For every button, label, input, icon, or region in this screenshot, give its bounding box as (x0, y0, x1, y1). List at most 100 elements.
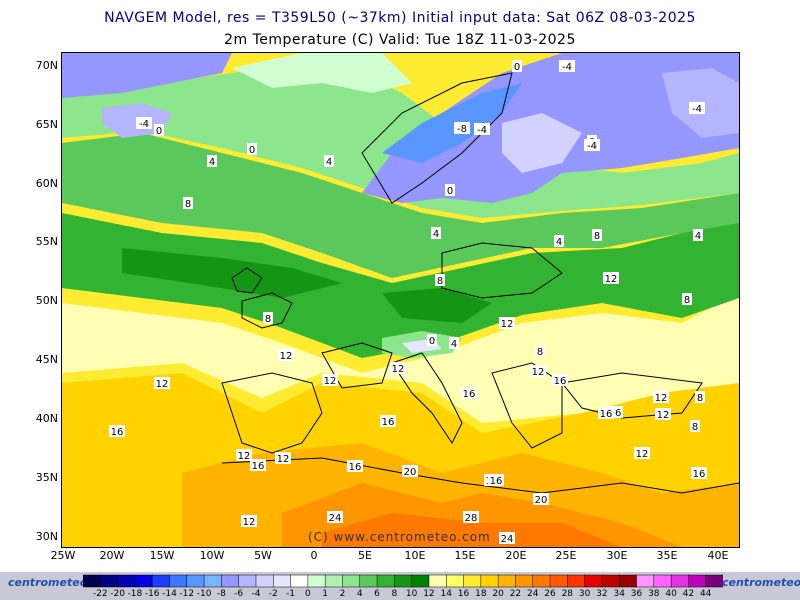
color-swatch (324, 574, 344, 588)
contour-label-bg (154, 377, 170, 389)
contour-label: 16 (252, 461, 265, 472)
centrometeo-logo-left: centrometeo (8, 576, 88, 589)
band-8-10 (62, 213, 739, 358)
color-swatch (255, 574, 275, 588)
color-swatch (83, 574, 102, 588)
contour-label: 12 (238, 451, 251, 462)
lat-label-65n: 65N (35, 118, 58, 131)
color-scale-tick: 2 (339, 589, 346, 599)
contour-label-bg (533, 493, 549, 505)
contour-label-bg (324, 155, 334, 167)
contour-label: 0 (156, 126, 162, 137)
contour-label-bg (499, 317, 515, 329)
contour-label: 8 (437, 276, 443, 287)
color-scale-tick: 30 (578, 589, 591, 599)
contour-label: 8 (185, 199, 191, 210)
color-swatch (567, 574, 586, 588)
color-swatch (463, 574, 482, 588)
contour-label-bg (552, 374, 568, 386)
color-scale-tick: -6 (234, 589, 244, 599)
contour-label-bg (603, 272, 619, 284)
contour-label: 12 (501, 319, 514, 330)
band-4-6 (62, 133, 739, 278)
lon-label-0: 0 (310, 549, 318, 562)
contour-label: 12 (657, 410, 670, 421)
color-swatch (151, 574, 171, 588)
color-scale-tick: 26 (544, 589, 556, 599)
color-scale-tick: 38 (648, 589, 660, 599)
cold-greenland (62, 53, 232, 98)
map-canvas: -4040480-4-8-4-40-4044841288812121248012… (62, 53, 739, 547)
color-scale-tick: 18 (475, 589, 487, 599)
contour-label-bg (474, 123, 490, 135)
contour-label-bg (445, 184, 455, 196)
contour-label-bg (584, 139, 600, 151)
color-scale-tick: 1 (322, 589, 329, 599)
contour-label: 12 (277, 454, 290, 465)
color-swatch (497, 574, 517, 588)
contour-label-bg (653, 391, 669, 403)
color-scale-tick: 40 (665, 589, 677, 599)
color-swatch (532, 574, 551, 588)
contour-label: 4 (451, 339, 457, 350)
color-scale-tick: 12 (423, 589, 435, 599)
contour-label: 20 (535, 495, 548, 506)
contour-label-bg (695, 391, 705, 403)
band-26-28 (322, 513, 622, 547)
contour-label: 4 (556, 237, 562, 248)
cold-norway-core (382, 83, 522, 163)
lat-label-30n: 30N (35, 530, 58, 543)
contour-label: -8 (457, 124, 467, 135)
contour-label-bg (530, 365, 546, 377)
color-swatch (601, 574, 620, 588)
color-scale-tick: 24 (526, 589, 539, 599)
contour-label-bg (512, 60, 522, 72)
lon-label-5e: 5E (358, 549, 372, 562)
color-scale-tick: -10 (196, 589, 212, 599)
contour-label: 4 (326, 157, 332, 168)
color-swatch (584, 574, 603, 588)
color-swatch (480, 574, 499, 588)
contour-label: 28 (465, 513, 478, 524)
lat-label-45n: 45N (35, 353, 58, 366)
color-scale-tick: -18 (127, 589, 143, 599)
contour-label: -4 (477, 125, 487, 136)
color-scale-tick: -8 (216, 589, 226, 599)
field-title: 2m Temperature (C) Valid: Tue 18Z 11-03-… (224, 32, 576, 48)
contour-label-bg (463, 511, 479, 523)
cold-finland (502, 113, 582, 173)
contour-label: -4 (562, 62, 572, 73)
color-swatch (618, 574, 638, 588)
lon-label-25w: 25W (50, 549, 76, 562)
contour-label: 12 (243, 517, 256, 528)
contour-label: 4 (433, 229, 439, 240)
color-scale-tick: 22 (509, 589, 522, 599)
contour-label-bg (402, 465, 418, 477)
color-scale-tick: -14 (162, 589, 177, 599)
contour-label: 12 (392, 364, 405, 375)
contour-label: 16 (693, 469, 706, 480)
contour-label: 20 (404, 467, 417, 478)
color-swatch (376, 574, 396, 588)
lat-label-50n: 50N (35, 294, 58, 307)
contour-label: 12 (280, 351, 293, 362)
color-scale-tick: 36 (630, 589, 643, 599)
lat-label-60n: 60N (35, 177, 58, 190)
band-10-12-central (382, 288, 492, 323)
contour-label-bg (598, 407, 614, 419)
contour-label: 16 (463, 389, 476, 400)
color-swatch (307, 574, 326, 588)
lon-label-20w: 20W (99, 549, 125, 562)
copyright-text: (C) www.centrometeo.com (308, 530, 491, 544)
contour-label-bg (347, 460, 363, 472)
contour-label-bg (278, 349, 294, 361)
contour-label-bg (431, 227, 441, 239)
color-scale-tick: -16 (144, 589, 160, 599)
contour-label: 12 (636, 449, 649, 460)
color-scale-tick: 20 (492, 589, 504, 599)
contour-label-bg (682, 293, 692, 305)
color-scale-tick: 14 (440, 589, 452, 599)
contour-labels: -4040480-4-8-4-40-4044841288812121248012… (109, 60, 707, 545)
color-swatch (273, 574, 292, 588)
